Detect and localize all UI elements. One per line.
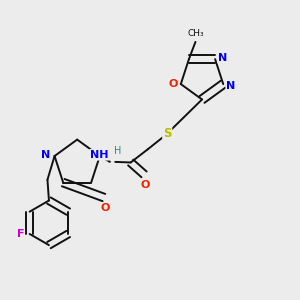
Text: O: O	[101, 203, 110, 213]
Text: NH: NH	[90, 150, 108, 160]
Text: O: O	[141, 180, 150, 190]
Text: S: S	[163, 127, 172, 140]
Text: N: N	[226, 81, 236, 91]
Text: F: F	[17, 229, 24, 239]
Text: O: O	[169, 79, 178, 89]
Text: N: N	[41, 150, 50, 160]
Text: H: H	[114, 146, 122, 156]
Text: CH₃: CH₃	[187, 29, 204, 38]
Text: N: N	[218, 53, 227, 63]
